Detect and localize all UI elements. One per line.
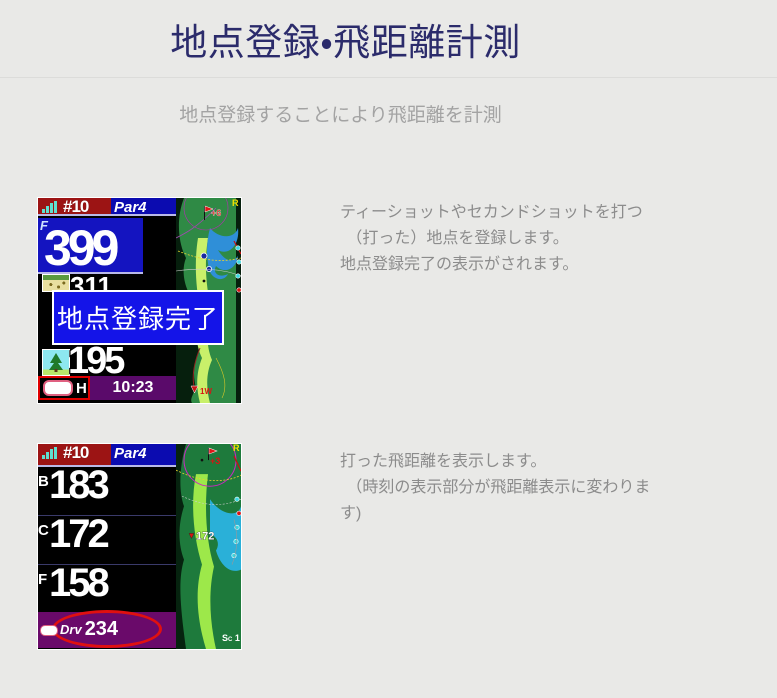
svg-text:R: R xyxy=(233,444,240,453)
svg-text:+3: +3 xyxy=(210,456,220,466)
svg-text:+6: +6 xyxy=(211,208,221,218)
svg-text:172: 172 xyxy=(196,530,214,542)
svg-text:1W: 1W xyxy=(200,387,212,396)
svg-text:R: R xyxy=(232,198,239,208)
